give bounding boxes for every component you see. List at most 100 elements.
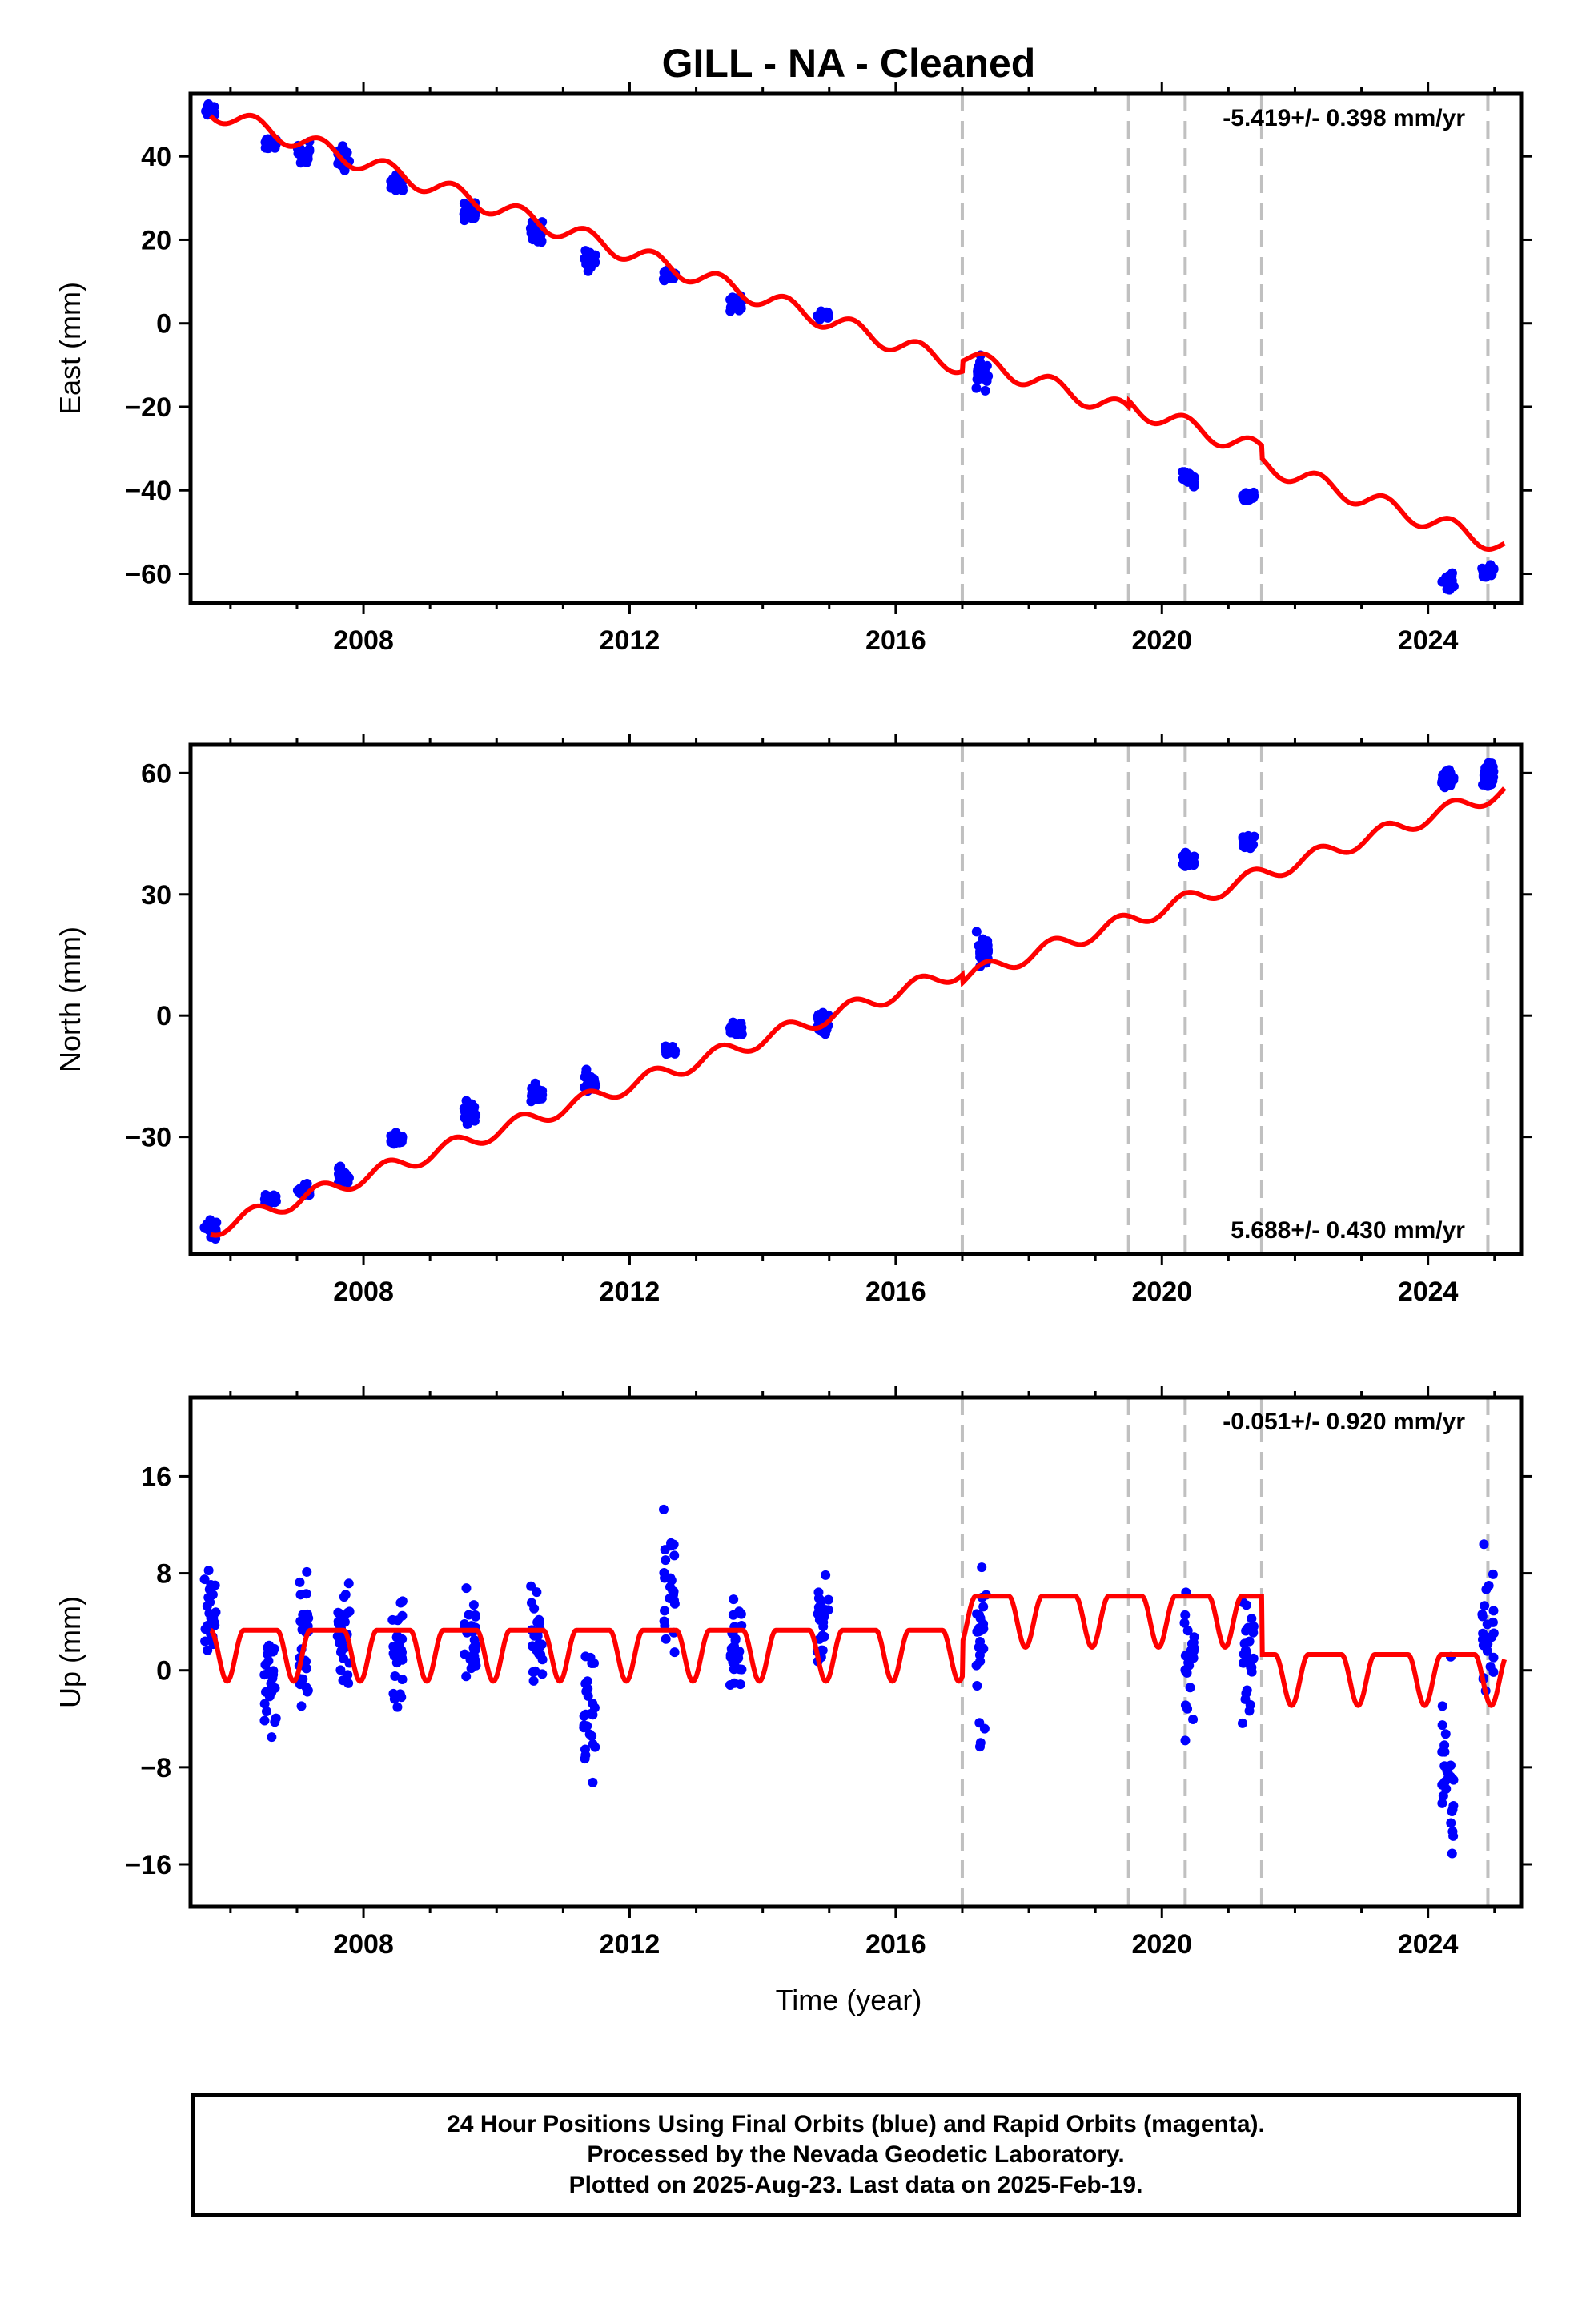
data-point bbox=[591, 1080, 601, 1091]
data-point bbox=[1182, 1667, 1192, 1678]
data-point bbox=[972, 1626, 982, 1637]
data-point bbox=[1182, 1626, 1193, 1636]
data-point bbox=[584, 247, 595, 258]
data-point bbox=[1485, 1662, 1496, 1672]
data-point bbox=[210, 1620, 220, 1630]
data-point bbox=[1445, 780, 1456, 790]
data-points-north bbox=[199, 758, 1499, 1244]
data-point bbox=[295, 1590, 306, 1600]
data-point bbox=[295, 1577, 305, 1587]
data-point bbox=[199, 1574, 210, 1585]
data-point bbox=[392, 1702, 403, 1712]
chart-title: GILL - NA - Cleaned bbox=[662, 41, 1036, 86]
data-point bbox=[1444, 765, 1455, 775]
y-tick-label: 20 bbox=[141, 225, 171, 255]
data-point bbox=[301, 1663, 311, 1674]
data-point bbox=[471, 1660, 481, 1671]
data-point bbox=[1188, 1715, 1199, 1725]
data-point bbox=[1239, 1658, 1249, 1668]
rate-label-up: -0.051+/- 0.920 mm/yr bbox=[1223, 1409, 1465, 1435]
rate-label-north: 5.688+/- 0.430 mm/yr bbox=[1231, 1217, 1465, 1244]
data-point bbox=[206, 1580, 216, 1590]
x-tick-label: 2012 bbox=[600, 1277, 661, 1307]
data-point bbox=[588, 255, 599, 266]
data-point bbox=[1439, 1740, 1450, 1751]
data-point bbox=[1248, 1622, 1259, 1632]
data-point bbox=[1180, 1735, 1191, 1746]
data-point bbox=[343, 1578, 354, 1589]
data-point bbox=[259, 1715, 270, 1726]
data-point bbox=[660, 1606, 670, 1616]
y-axis-label-north: North (mm) bbox=[54, 927, 86, 1072]
data-point bbox=[388, 1139, 399, 1149]
data-point bbox=[590, 1742, 600, 1752]
x-tick-label: 2016 bbox=[865, 1277, 926, 1307]
data-point bbox=[978, 934, 988, 944]
data-point bbox=[200, 1636, 211, 1647]
data-point bbox=[1189, 1642, 1199, 1653]
data-point bbox=[669, 1045, 680, 1055]
data-point bbox=[461, 1583, 472, 1594]
data-point bbox=[579, 1720, 589, 1731]
data-point bbox=[266, 1679, 276, 1689]
data-point bbox=[669, 1598, 680, 1609]
y-tick-label: 0 bbox=[156, 1001, 171, 1031]
plot-frame-north bbox=[188, 742, 1524, 1256]
model-curve-east bbox=[208, 112, 1506, 552]
data-point bbox=[971, 1660, 982, 1671]
data-point bbox=[343, 1607, 353, 1618]
data-point bbox=[729, 1594, 739, 1605]
data-point bbox=[1482, 1619, 1492, 1630]
data-point bbox=[977, 1562, 987, 1573]
data-point bbox=[397, 1655, 408, 1665]
data-point bbox=[823, 1594, 833, 1605]
data-point bbox=[1447, 1827, 1458, 1837]
y-tick-label: 16 bbox=[141, 1462, 171, 1492]
data-point bbox=[1478, 1640, 1488, 1651]
data-point bbox=[259, 1670, 270, 1680]
data-point bbox=[1178, 855, 1189, 866]
x-tick-label: 2016 bbox=[865, 625, 926, 656]
data-point bbox=[1488, 1606, 1499, 1616]
y-tick-label: −40 bbox=[125, 476, 171, 506]
data-point bbox=[537, 1669, 548, 1679]
x-tick-label: 2024 bbox=[1398, 625, 1459, 656]
data-point bbox=[823, 1605, 833, 1615]
data-point bbox=[1247, 490, 1258, 501]
data-point bbox=[1446, 1818, 1456, 1828]
data-point bbox=[814, 314, 825, 324]
data-point bbox=[669, 1550, 680, 1561]
data-point bbox=[1246, 1663, 1256, 1673]
data-point bbox=[468, 1600, 479, 1610]
x-tick-label: 2020 bbox=[1131, 1277, 1192, 1307]
data-point bbox=[1488, 1569, 1498, 1579]
data-point bbox=[974, 1650, 985, 1660]
data-point bbox=[971, 927, 982, 937]
data-point bbox=[203, 1566, 214, 1576]
y-axis-label-east: East (mm) bbox=[54, 282, 86, 415]
data-point bbox=[270, 1194, 280, 1204]
data-point bbox=[1437, 1779, 1447, 1790]
y-tick-label: 60 bbox=[141, 758, 171, 789]
data-point bbox=[205, 1215, 215, 1225]
data-point bbox=[666, 1538, 677, 1548]
data-point bbox=[1440, 1729, 1451, 1739]
data-point bbox=[1189, 851, 1199, 862]
data-point bbox=[397, 1674, 408, 1684]
data-point bbox=[1447, 1848, 1457, 1859]
data-point bbox=[1480, 1601, 1490, 1611]
data-point bbox=[818, 1617, 829, 1627]
data-point bbox=[532, 1587, 542, 1598]
data-point bbox=[661, 1555, 671, 1566]
data-point bbox=[1448, 1801, 1459, 1811]
data-point bbox=[979, 1723, 990, 1734]
data-point bbox=[972, 1681, 982, 1691]
panel-east: 2008 2012 2016 2020 2024 −60 −40 −20 0 20 40 East (… bbox=[54, 82, 1532, 656]
x-axis-label: Time (year) bbox=[776, 1984, 922, 2016]
data-point bbox=[659, 275, 669, 286]
data-point bbox=[584, 1729, 595, 1739]
data-point bbox=[1477, 1611, 1488, 1622]
data-point bbox=[659, 1616, 669, 1626]
y-tick-label: −20 bbox=[125, 392, 171, 423]
